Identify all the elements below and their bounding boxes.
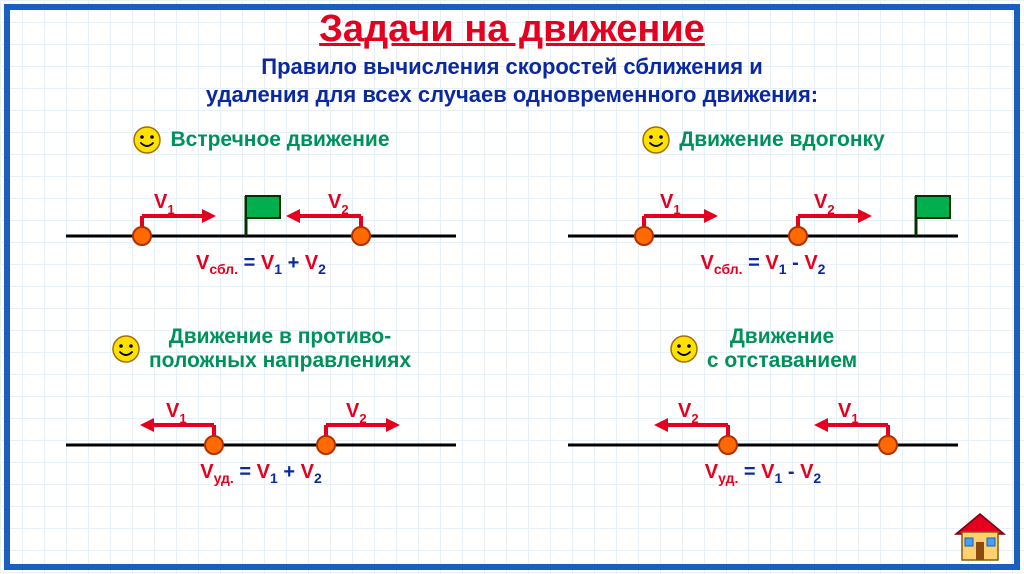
case-0: Встречное движение V1 V2 Vсбл. = V1 + V2 (22, 116, 500, 317)
case-1: Движение вдогонку V1 V2 Vсбл. = V1 - V2 (524, 116, 1002, 317)
svg-text:V2: V2 (678, 400, 699, 426)
motion-diagram: V1 V2 (46, 379, 476, 459)
subtitle: Правило вычисления скоростей сближения и… (22, 53, 1002, 108)
smiley-icon (669, 334, 699, 364)
case-2: Движение в противо-положных направлениях… (22, 325, 500, 526)
subtitle-line1: Правило вычисления скоростей сближения и (261, 54, 762, 79)
svg-text:V1: V1 (166, 400, 187, 426)
case-header: Движение в противо-положных направлениях (22, 325, 500, 373)
case-header: Движение вдогонку (524, 116, 1002, 164)
content: Задачи на движение Правило вычисления ск… (0, 0, 1024, 526)
case-title: Движениес отставанием (707, 325, 857, 373)
cases-grid: Встречное движение V1V2 Vсбл. = V1 + V2 … (22, 116, 1002, 526)
case-header: Движениес отставанием (524, 325, 1002, 373)
svg-text:V2: V2 (346, 400, 367, 426)
house-icon (950, 508, 1010, 564)
case-3: Движениес отставанием V2 V1 Vуд. = V1 - V… (524, 325, 1002, 526)
case-title: Движение вдогонку (679, 128, 884, 152)
formula: Vсбл. = V1 - V2 (701, 252, 826, 277)
motion-diagram: V2 V1 (548, 379, 978, 459)
case-header: Встречное движение (22, 116, 500, 164)
smiley-icon (111, 334, 141, 364)
svg-text:V1: V1 (154, 191, 175, 217)
case-title: Встречное движение (170, 128, 389, 152)
svg-text:V1: V1 (660, 191, 681, 217)
smiley-icon (641, 125, 671, 155)
subtitle-line2: удаления для всех случаев одновременного… (206, 82, 818, 107)
formula: Vуд. = V1 + V2 (200, 461, 321, 486)
motion-diagram: V1 V2 (548, 170, 978, 250)
formula: Vсбл. = V1 + V2 (196, 252, 326, 277)
svg-text:V1: V1 (838, 400, 859, 426)
smiley-icon (132, 125, 162, 155)
formula: Vуд. = V1 - V2 (705, 461, 821, 486)
motion-diagram: V1 V2 (46, 170, 476, 250)
case-title: Движение в противо-положных направлениях (149, 325, 411, 373)
svg-text:V2: V2 (328, 191, 349, 217)
svg-text:V2: V2 (814, 191, 835, 217)
page-title: Задачи на движение (22, 8, 1002, 51)
title-text: Задачи на движение (319, 8, 705, 50)
